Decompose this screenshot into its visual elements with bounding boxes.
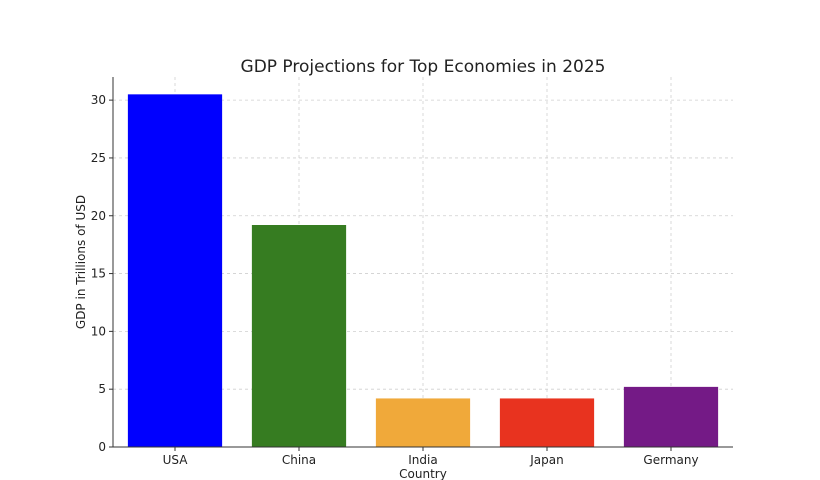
bar-india — [375, 398, 471, 447]
y-tick-label: 25 — [91, 151, 106, 165]
x-tick-label: China — [282, 453, 316, 467]
x-tick-label: Japan — [529, 453, 563, 467]
y-tick-label: 15 — [91, 267, 106, 281]
x-axis-label: Country — [399, 467, 447, 480]
x-axis-ticks: USA China India Japan Germany — [163, 447, 699, 467]
x-tick-label: USA — [163, 453, 189, 467]
y-axis-label: GDP in Trillions of USD — [74, 195, 88, 329]
bar-china — [251, 225, 347, 447]
bar-usa — [127, 94, 223, 447]
y-tick-label: 10 — [91, 324, 106, 338]
y-tick-label: 5 — [98, 382, 106, 396]
y-tick-label: 30 — [91, 93, 106, 107]
x-tick-label: Germany — [643, 453, 698, 467]
y-axis-ticks: 0 5 10 15 20 25 30 — [91, 93, 113, 454]
chart-title: GDP Projections for Top Economies in 202… — [241, 57, 606, 77]
bar-japan — [499, 398, 595, 447]
y-tick-label: 0 — [98, 440, 106, 454]
y-tick-label: 20 — [91, 209, 106, 223]
bars — [127, 94, 719, 447]
bar-germany — [623, 386, 719, 447]
x-tick-label: India — [408, 453, 437, 467]
